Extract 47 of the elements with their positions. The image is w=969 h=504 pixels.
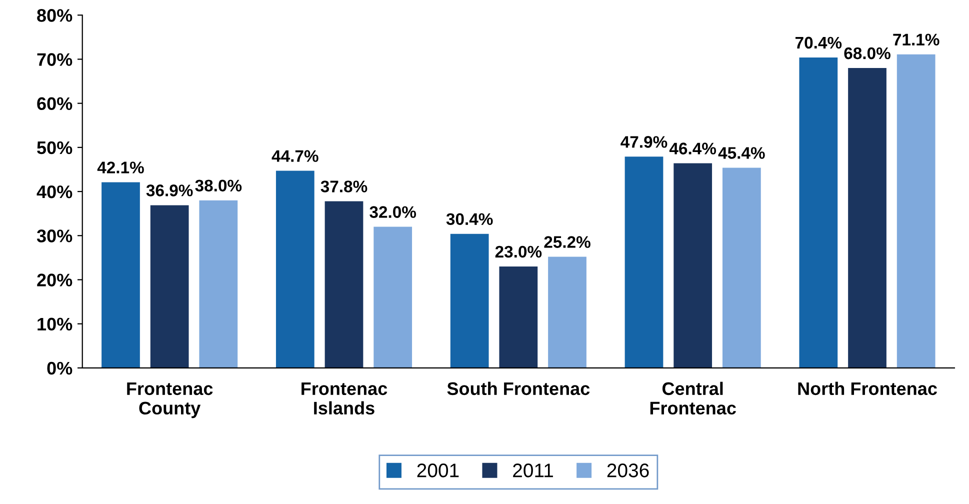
x-tick-label: South Frontenac	[447, 382, 590, 396]
y-tick-label: 40%	[36, 185, 72, 198]
y-tick-label: 20%	[37, 274, 72, 286]
data-label: 71.1%	[893, 34, 940, 46]
data-label: 32.0%	[370, 206, 416, 218]
legend-label: 2036	[607, 464, 649, 478]
bar	[624, 156, 664, 368]
y-tick-label: 70%	[37, 53, 72, 66]
bar	[799, 57, 838, 368]
bar	[450, 234, 489, 368]
bar	[324, 201, 364, 368]
legend-label: 2001	[417, 464, 459, 478]
data-label: 30.4%	[446, 213, 493, 226]
data-label: 37.8%	[320, 180, 368, 192]
data-label: 25.2%	[544, 236, 590, 248]
bar	[896, 54, 936, 368]
x-tick-label: Central Frontenac	[650, 382, 736, 415]
y-tick-label: 50%	[37, 141, 72, 154]
y-tick-label: 0%	[47, 362, 72, 375]
x-tick-label: Frontenac County	[127, 382, 213, 418]
bar	[499, 266, 538, 368]
bar	[102, 182, 140, 368]
data-label: 38.0%	[195, 180, 242, 192]
data-label: 23.0%	[495, 246, 542, 258]
bar	[150, 205, 189, 368]
data-label: 42.1%	[97, 162, 144, 174]
bar	[674, 163, 712, 368]
x-tick-label: North Frontenac	[798, 382, 937, 396]
data-label: 47.9%	[620, 136, 668, 148]
y-tick-label: 30%	[36, 230, 72, 242]
data-label: 45.4%	[718, 147, 765, 159]
bar	[548, 256, 586, 368]
bar	[276, 170, 314, 368]
data-label: 46.4%	[669, 142, 716, 154]
y-tick-label: 60%	[37, 97, 72, 110]
data-label: 44.7%	[272, 150, 318, 162]
legend-label: 2011	[513, 464, 553, 478]
y-tick-label: 80%	[37, 9, 72, 22]
x-tick-label: Frontenac Islands	[302, 382, 388, 415]
bar	[722, 168, 761, 368]
bar	[199, 200, 238, 368]
bar	[848, 68, 886, 368]
data-label: 36.9%	[146, 184, 193, 196]
data-label: 68.0%	[844, 47, 890, 60]
data-label: 70.4%	[796, 36, 842, 49]
bar	[374, 226, 412, 368]
y-tick-label: 10%	[38, 318, 72, 331]
